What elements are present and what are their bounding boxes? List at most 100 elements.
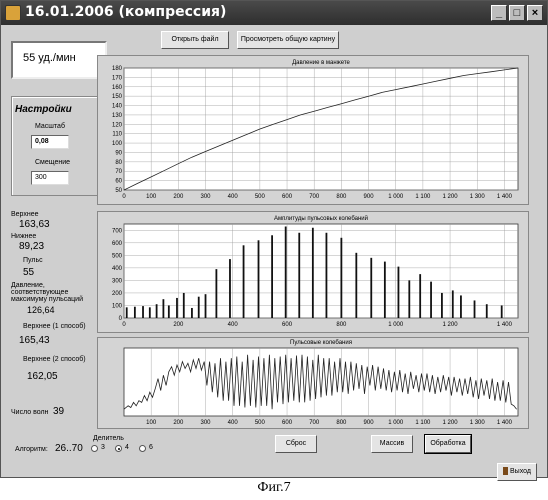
scale-input[interactable]: 0,08 (31, 135, 69, 149)
exit-label: Выход (510, 468, 531, 475)
y-tick-label: 70 (115, 169, 122, 175)
pulse-label: Пульс (23, 257, 43, 264)
title-bar[interactable]: 16.01.2006 (компрессия) _ □ × (1, 1, 547, 25)
x-tick-label: 0 (122, 194, 126, 200)
chart-title: Пульсовые колебания (290, 340, 352, 346)
bar (215, 269, 217, 318)
upper2-value: 162,05 (27, 371, 58, 382)
y-tick-label: 140 (112, 104, 123, 110)
bar (441, 293, 443, 318)
bar (452, 290, 454, 318)
x-tick-label: 600 (282, 322, 293, 328)
reset-button[interactable]: Сброс (275, 435, 317, 453)
bar (149, 307, 151, 318)
divider-option-4: 4 (125, 444, 129, 451)
oscillation-chart-frame: Пульсовые колебания100200300400500600700… (97, 337, 529, 429)
y-tick-label: 500 (112, 253, 123, 259)
bar (384, 262, 386, 318)
x-tick-label: 800 (336, 322, 347, 328)
pressure-max-label-2: соответствующее (11, 289, 68, 296)
bar (408, 280, 410, 318)
open-file-button[interactable]: Открыть файл (161, 31, 229, 49)
bar (156, 304, 158, 318)
bar (474, 300, 476, 318)
algorithm-label: Алгоритм: (15, 446, 48, 453)
bar (198, 297, 200, 318)
upper1-label: Верхнее (1 способ) (23, 323, 86, 330)
pressure-max-label-3: максимуму пульсаций (11, 296, 83, 303)
pulse-display: 55 уд./мин (11, 41, 107, 79)
bar (183, 293, 185, 318)
y-tick-label: 60 (115, 179, 122, 185)
exit-button[interactable]: Выход (497, 463, 537, 481)
bar (258, 240, 260, 318)
upper-label: Верхнее (11, 211, 39, 218)
x-tick-label: 1 000 (388, 194, 404, 200)
y-tick-label: 180 (112, 66, 123, 72)
x-tick-label: 900 (364, 194, 375, 200)
process-button[interactable]: Обработка (425, 435, 471, 453)
bar (298, 233, 300, 318)
x-tick-label: 600 (282, 194, 293, 200)
x-tick-label: 0 (122, 322, 126, 328)
x-tick-label: 1 000 (388, 420, 404, 426)
pulse-value: 55 (23, 267, 34, 278)
y-tick-label: 130 (112, 113, 123, 119)
plot-area (124, 68, 518, 190)
bar (243, 245, 245, 318)
bar (142, 306, 144, 318)
bar (340, 238, 342, 318)
divider-radio-4[interactable] (115, 445, 122, 452)
door-icon (503, 467, 508, 475)
bar (312, 228, 314, 318)
offset-label: Смещение (35, 159, 70, 166)
y-tick-label: 100 (112, 303, 123, 309)
algorithm-value: 26..70 (55, 443, 83, 454)
x-tick-label: 1 100 (415, 194, 431, 200)
bar (229, 259, 231, 318)
waves-label: Число волн (11, 409, 48, 416)
window-title: 16.01.2006 (компрессия) (25, 4, 226, 20)
pressure-max-label-1: Давление, (11, 282, 45, 289)
pressure-max-value: 126,64 (27, 305, 55, 315)
close-button[interactable]: × (527, 5, 543, 21)
bar (398, 267, 400, 318)
pressure-chart-frame: Давление в манжете0100200300400500600700… (97, 55, 529, 205)
y-tick-label: 100 (112, 141, 123, 147)
x-tick-label: 1 400 (497, 322, 513, 328)
amplitude-chart: Амплитуды пульсовых колебаний02004006008… (98, 212, 528, 332)
view-overall-button[interactable]: Просмотреть общую картину (237, 31, 339, 49)
bar (486, 304, 488, 318)
y-tick-label: 600 (112, 241, 123, 247)
array-button[interactable]: Массив (371, 435, 413, 453)
upper1-value: 165,43 (19, 335, 50, 346)
divider-radio-6[interactable] (139, 445, 146, 452)
y-tick-label: 110 (112, 132, 122, 138)
minimize-button[interactable]: _ (491, 5, 507, 21)
x-tick-label: 500 (255, 194, 266, 200)
x-tick-label: 400 (228, 194, 239, 200)
bar (163, 299, 165, 318)
y-tick-label: 150 (112, 94, 123, 100)
offset-input[interactable]: 300 (31, 171, 69, 185)
bar (460, 295, 462, 318)
waves-value: 39 (53, 406, 64, 417)
bar (191, 308, 193, 318)
bar (355, 253, 357, 318)
maximize-button[interactable]: □ (509, 5, 525, 21)
settings-title: Настройки (15, 104, 72, 115)
x-tick-label: 1 000 (388, 322, 404, 328)
bar (126, 307, 128, 318)
x-tick-label: 1 200 (443, 420, 459, 426)
upper-value: 163,63 (19, 219, 50, 230)
divider-option-6: 6 (149, 444, 153, 451)
bar (285, 227, 287, 318)
divider-label: Делитель (93, 435, 124, 442)
x-tick-label: 1 300 (470, 194, 486, 200)
y-tick-label: 700 (112, 228, 123, 234)
x-tick-label: 300 (201, 194, 212, 200)
upper2-label: Верхнее (2 способ) (23, 356, 86, 363)
x-tick-label: 200 (173, 194, 184, 200)
bar (271, 235, 273, 318)
divider-radio-3[interactable] (91, 445, 98, 452)
